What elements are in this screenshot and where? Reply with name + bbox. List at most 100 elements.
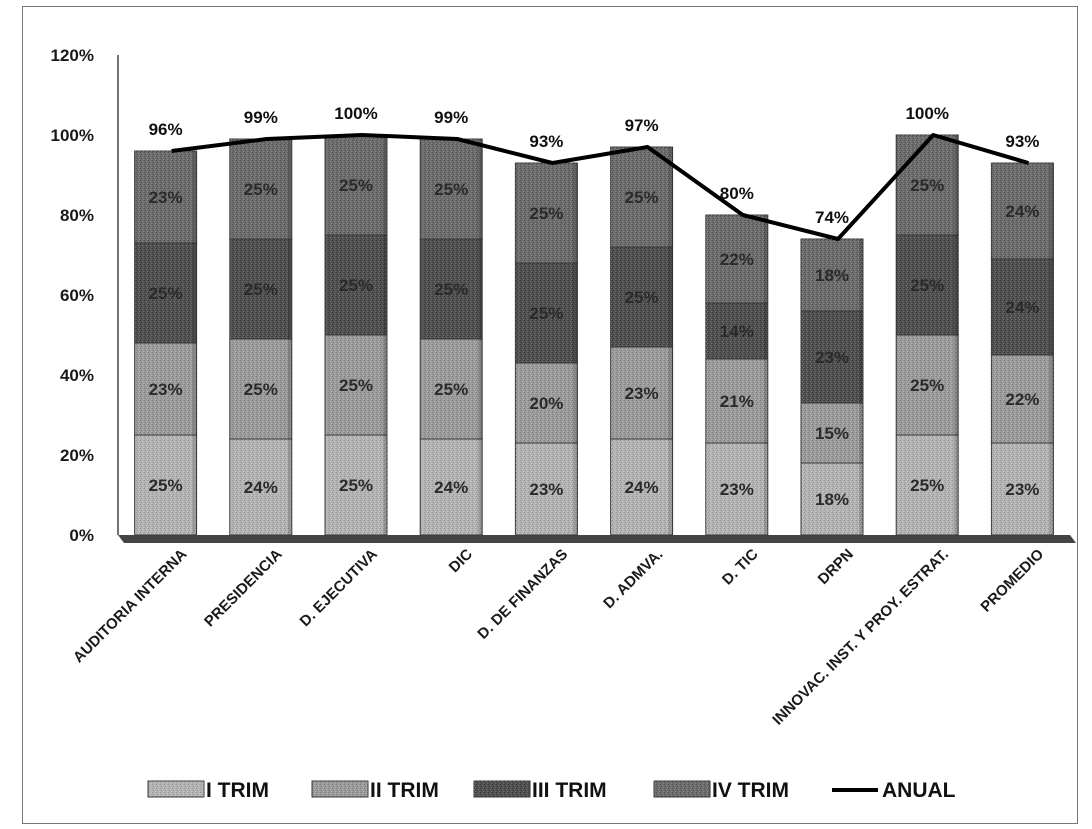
bar-segment-texture — [896, 335, 959, 435]
bar-segment-texture — [325, 335, 387, 435]
y-tick-label: 0% — [69, 526, 94, 545]
segment-value-label: 24% — [434, 478, 468, 497]
annual-value-label: 80% — [720, 184, 754, 203]
y-tick-label: 20% — [60, 446, 94, 465]
data-labels: 25% 23% 25% 23% 24% 25% 25% 25% 25% 25% 25% 25% 24% 2… — [149, 104, 1040, 509]
segment-value-label: 23% — [1005, 480, 1039, 499]
bar-segment-texture — [420, 439, 483, 535]
bar-segment-texture — [801, 403, 863, 463]
bar-shade — [954, 135, 959, 535]
segment-value-label: 24% — [1005, 202, 1039, 221]
bar-segment-texture — [705, 215, 768, 303]
bar-segment-texture — [991, 163, 1054, 259]
annual-value-label: 96% — [149, 120, 183, 139]
bar-segment-texture — [515, 443, 578, 535]
bar-segment-texture — [610, 439, 673, 535]
segment-value-label: 25% — [910, 276, 944, 295]
segment-value-label: 23% — [149, 380, 183, 399]
bar-segment-texture — [610, 147, 673, 247]
annual-value-label: 74% — [815, 208, 849, 227]
legend-label: III TRIM — [532, 779, 607, 802]
category-label: DRPN — [815, 546, 857, 588]
segment-value-label: 25% — [910, 376, 944, 395]
bar-segment-texture — [801, 239, 863, 311]
annual-line-path — [171, 133, 1029, 241]
segment-value-label: 21% — [720, 392, 754, 411]
legend-swatch-texture — [654, 781, 710, 797]
segment-value-label: 25% — [434, 280, 468, 299]
segment-value-label: 25% — [625, 288, 659, 307]
annual-value-label: 99% — [244, 108, 278, 127]
segment-value-label: 24% — [625, 478, 659, 497]
segment-value-label: 25% — [149, 284, 183, 303]
category-label: DIC — [446, 546, 476, 576]
bar-segment-texture — [134, 343, 197, 435]
bar-segment-texture — [515, 363, 578, 443]
segment-value-label: 18% — [815, 266, 849, 285]
bar-segment-texture — [420, 339, 483, 439]
bar-segment-texture — [801, 463, 863, 535]
category-label: PRESIDENCIA — [201, 546, 286, 631]
category-label: D. EJECUTIVA — [297, 546, 381, 630]
bar-segment-texture — [134, 435, 197, 535]
segment-value-label: 25% — [339, 176, 373, 195]
axes: 0% 20% 40% 60% 80% 100% 120% — [51, 46, 1076, 545]
bar-segment-texture — [991, 443, 1054, 535]
y-tick-label: 40% — [60, 366, 94, 385]
segment-value-label: 23% — [149, 188, 183, 207]
legend-label: II TRIM — [370, 779, 439, 802]
segment-value-label: 25% — [910, 176, 944, 195]
legend-label: I TRIM — [206, 779, 269, 802]
segment-value-label: 25% — [244, 280, 278, 299]
bar-shade — [763, 215, 768, 535]
segment-value-label: 14% — [720, 322, 754, 341]
segment-value-label: 15% — [815, 424, 849, 443]
segment-value-label: 23% — [815, 348, 849, 367]
category-label: AUDITORIA INTERNA — [70, 546, 191, 667]
bar-segment-texture — [991, 259, 1054, 355]
bar-segment-texture — [134, 151, 197, 243]
segment-value-label: 25% — [434, 380, 468, 399]
bar-segment-texture — [229, 439, 292, 535]
bar-segment-texture — [896, 235, 959, 335]
segment-value-label: 25% — [910, 476, 944, 495]
segment-value-label: 25% — [339, 376, 373, 395]
annual-value-label: 100% — [905, 104, 948, 123]
bar-segment-texture — [705, 359, 768, 443]
bar-segment-texture — [991, 355, 1054, 443]
segment-value-label: 25% — [339, 476, 373, 495]
bar-segment-texture — [896, 435, 959, 535]
bar-shade — [478, 139, 483, 535]
annual-value-label: 93% — [1005, 132, 1039, 151]
category-label: D. ADMVA. — [600, 546, 666, 612]
bar-segment-texture — [229, 239, 292, 339]
y-tick-label: 80% — [60, 206, 94, 225]
bar-shade — [859, 239, 863, 535]
segment-value-label: 25% — [434, 180, 468, 199]
bar-segment-texture — [705, 303, 768, 359]
bar-segment-texture — [705, 443, 768, 535]
legend-swatch-texture — [312, 781, 368, 797]
y-tick-label: 60% — [60, 286, 94, 305]
category-label: D. TIC — [719, 546, 762, 589]
bar-segment-texture — [610, 347, 673, 439]
legend-swatch-texture — [474, 781, 530, 797]
segment-value-label: 24% — [1005, 298, 1039, 317]
bar-shade — [383, 135, 387, 535]
bar-segment-texture — [420, 239, 483, 339]
bar-shade — [1049, 163, 1054, 535]
segment-value-label: 22% — [720, 250, 754, 269]
bar-segment-texture — [515, 263, 578, 363]
segment-value-label: 23% — [625, 384, 659, 403]
bar-segment-texture — [134, 243, 197, 343]
segment-value-label: 23% — [529, 480, 563, 499]
legend-label: ANUAL — [882, 779, 956, 802]
category-label: D. DE FINANZAS — [474, 546, 571, 643]
bars — [134, 134, 1054, 536]
segment-value-label: 25% — [339, 276, 373, 295]
bar-segment-texture — [325, 135, 387, 235]
segment-value-label: 23% — [720, 480, 754, 499]
segment-value-label: 22% — [1005, 390, 1039, 409]
bar-segment-texture — [515, 163, 578, 263]
